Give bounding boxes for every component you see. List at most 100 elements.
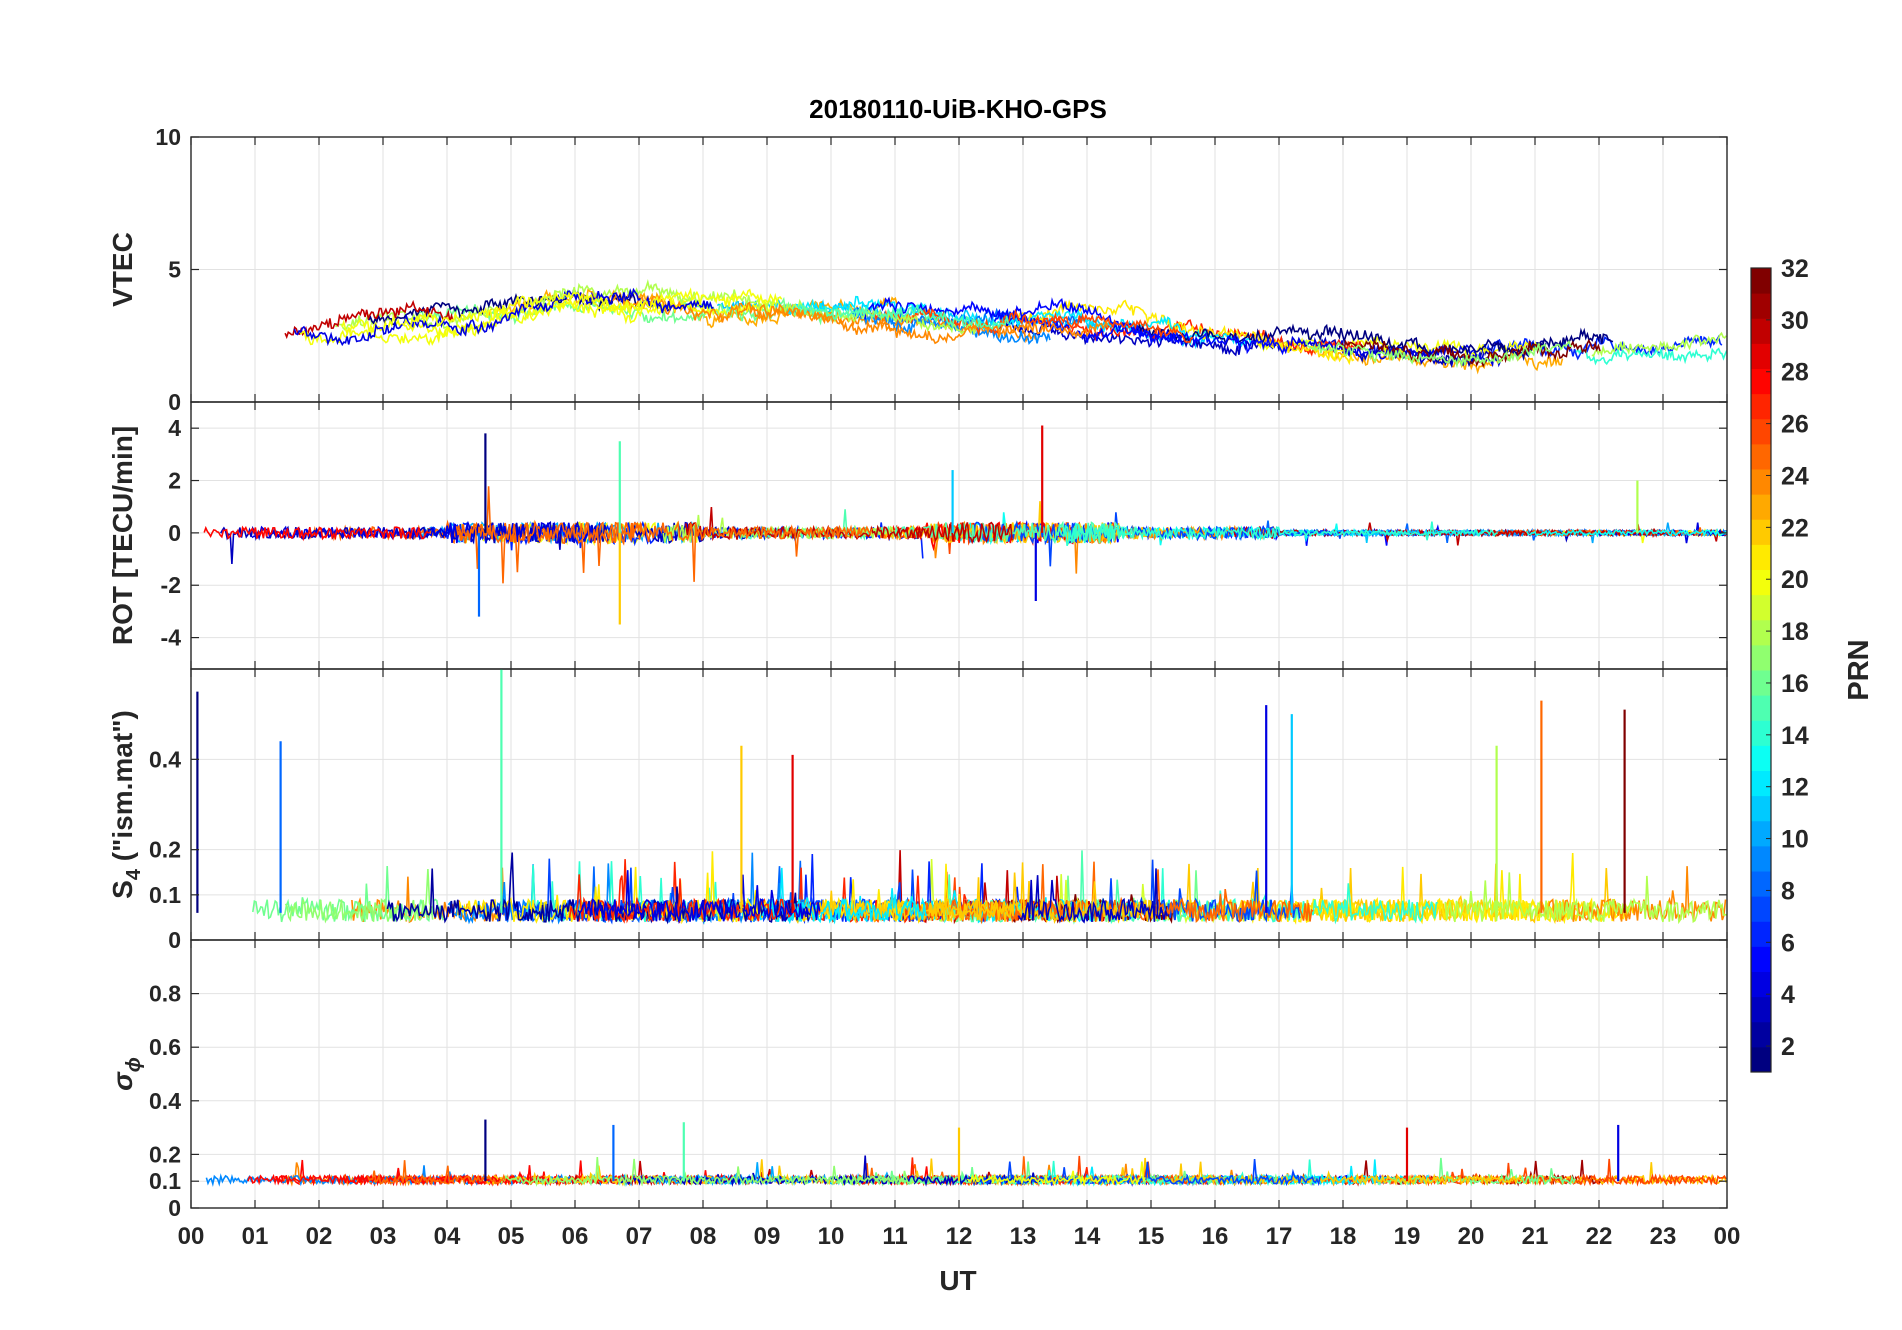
- y-tick-label: 0: [168, 389, 181, 415]
- colorbar-segment: [1751, 594, 1771, 621]
- y-axis-title-sigma_phi: σϕ: [107, 1057, 145, 1091]
- colorbar-tick-label: 10: [1781, 826, 1809, 854]
- series-line-s4: [761, 888, 928, 925]
- series-line-sigma_phi: [484, 1165, 716, 1186]
- x-tick-label: 18: [1330, 1223, 1357, 1250]
- series-line-s4: [386, 852, 809, 925]
- x-tick-label: 09: [754, 1223, 781, 1250]
- series-group-rot: [203, 425, 1727, 625]
- colorbar-segment: [1751, 695, 1771, 721]
- series-line-vtec: [368, 288, 671, 326]
- x-tick-label: 00: [178, 1223, 205, 1250]
- series-line-vtec: [796, 303, 1010, 331]
- y-tick-label: 0: [168, 927, 181, 953]
- series-line-rot: [1526, 528, 1727, 538]
- series-line-s4: [577, 870, 821, 925]
- colorbar-segment: [1751, 921, 1771, 947]
- colorbar-segment: [1751, 770, 1771, 797]
- series-line-rot: [1058, 521, 1498, 547]
- x-tick-label: 13: [1010, 1223, 1037, 1250]
- y-tick-label: 0.2: [149, 837, 181, 863]
- series-line-sigma_phi: [500, 1156, 915, 1187]
- colorbar-segment: [1751, 368, 1771, 395]
- series-line-vtec: [993, 297, 1184, 346]
- colorbar-segment: [1751, 494, 1771, 520]
- x-tick-label: 16: [1202, 1223, 1229, 1250]
- colorbar-segment: [1751, 569, 1771, 596]
- colorbar-tick-label: 18: [1781, 618, 1809, 646]
- series-line-sigma_phi: [1167, 1161, 1523, 1187]
- colorbar-frame: [1750, 267, 1772, 1073]
- x-tick-label: 11: [882, 1223, 907, 1250]
- colorbar-tick-label: 16: [1781, 670, 1809, 698]
- series-line-vtec: [401, 287, 783, 329]
- colorbar-tick-label: 32: [1781, 255, 1809, 283]
- colorbar-segment: [1751, 519, 1771, 545]
- panel-rot: -4 -2 0 2 4 ROT [TECU/min]: [107, 401, 1728, 670]
- series-group-s4: [196, 669, 1727, 925]
- colorbar-segment: [1751, 268, 1771, 294]
- colorbar-label: PRN: [1843, 639, 1875, 700]
- colorbar-tick-label: 4: [1781, 981, 1795, 1009]
- series-line-rot: [203, 525, 430, 542]
- series-line-vtec: [864, 296, 1289, 356]
- x-tick-label: 17: [1266, 1223, 1293, 1250]
- y-tick-label: 5: [168, 257, 181, 283]
- colorbar-segment: [1751, 1046, 1771, 1073]
- colorbar-segment: [1751, 619, 1771, 646]
- y-tick-label: 0.2: [149, 1141, 181, 1167]
- colorbar-segment: [1751, 544, 1771, 570]
- panel-sigma_phi: 00.10.2 0.4 0.6 0.8 σϕ: [107, 939, 1728, 1221]
- series-line-vtec: [284, 299, 454, 340]
- y-tick-label: 10: [155, 124, 181, 150]
- y-tick-label: 0: [168, 520, 181, 546]
- x-tick-label: 20: [1458, 1223, 1485, 1250]
- x-tick-label: 10: [818, 1223, 845, 1250]
- x-tick-label: 00: [1714, 1223, 1741, 1250]
- x-tick-label: 01: [242, 1223, 269, 1250]
- colorbar-tick-label: 26: [1781, 411, 1809, 439]
- colorbar-segment: [1751, 469, 1771, 495]
- y-tick-label: 0.8: [149, 981, 181, 1007]
- colorbar-segment: [1751, 745, 1771, 771]
- series-line-rot: [674, 520, 873, 582]
- y-tick-label: 0.4: [149, 746, 181, 772]
- x-tick-label: 02: [306, 1223, 333, 1250]
- series-line-sigma_phi: [367, 1160, 507, 1186]
- x-tick-label: 15: [1138, 1223, 1165, 1250]
- colorbar-tick-label: 14: [1781, 722, 1809, 750]
- colorbar-segment: [1751, 418, 1771, 445]
- colorbar-tick-label: 8: [1781, 877, 1795, 905]
- series-line-vtec: [1575, 346, 1727, 366]
- colorbar-segment: [1751, 644, 1771, 671]
- colorbar-segment: [1751, 971, 1771, 998]
- y-tick-label: 0.4: [149, 1088, 181, 1114]
- colorbar-segment: [1751, 845, 1771, 872]
- series-line-vtec: [610, 291, 1109, 345]
- colorbar-tick-label: 30: [1781, 307, 1809, 335]
- colorbar-segment: [1751, 293, 1771, 319]
- colorbar-tick-label: 12: [1781, 774, 1809, 802]
- colorbar-segment: [1751, 393, 1771, 420]
- colorbar-tick-label: 6: [1781, 929, 1795, 957]
- chart-title: 20180110-UiB-KHO-GPS: [809, 94, 1107, 124]
- y-tick-label: -2: [161, 572, 181, 598]
- y-axis-title-vtec: VTEC: [107, 232, 138, 307]
- series-line-sigma_phi: [966, 1161, 1146, 1187]
- series-line-rot: [662, 514, 895, 543]
- x-tick-label: 04: [434, 1223, 461, 1250]
- y-tick-label: 4: [168, 415, 181, 441]
- x-tick-label: 12: [946, 1223, 973, 1250]
- series-line-rot: [455, 486, 674, 584]
- colorbar-segment: [1751, 318, 1771, 344]
- y-tick-label: 0.6: [149, 1034, 181, 1060]
- y-tick-label: 0.1: [149, 882, 181, 908]
- x-tick-label: 14: [1074, 1223, 1101, 1250]
- x-tick-label: 08: [690, 1223, 717, 1250]
- colorbar-segment: [1751, 720, 1771, 746]
- colorbar-segment: [1751, 443, 1771, 470]
- colorbar-tick-label: 24: [1781, 462, 1809, 490]
- colorbar-segment: [1751, 795, 1771, 822]
